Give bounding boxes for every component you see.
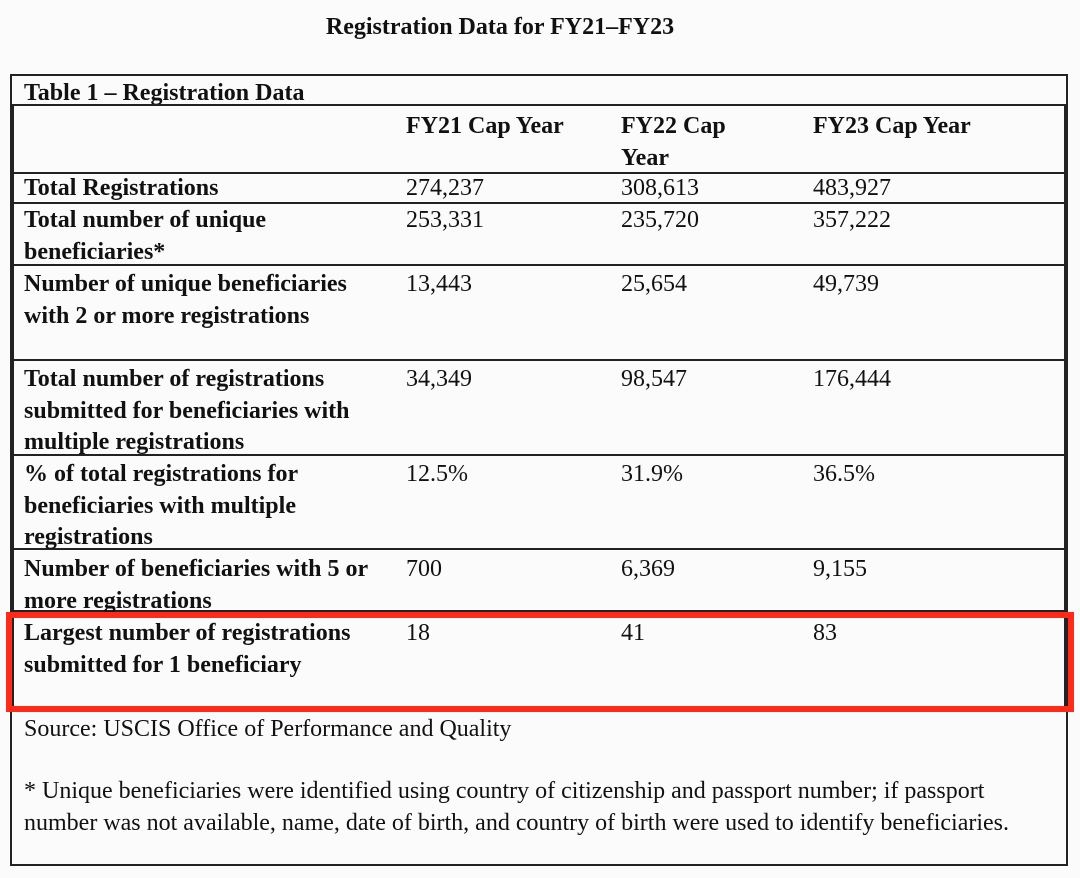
table-cell: 34,349 xyxy=(406,366,472,392)
table-cell: 12.5% xyxy=(406,461,468,487)
table-cell: 13,443 xyxy=(406,271,472,297)
table-cell: 357,222 xyxy=(813,207,891,233)
table-rule xyxy=(12,359,1066,361)
table-cell: 41 xyxy=(621,620,645,646)
table-cell: 83 xyxy=(813,620,837,646)
table-rule xyxy=(12,202,1066,204)
table-cell: 235,720 xyxy=(621,207,699,233)
table-cell: 98,547 xyxy=(621,366,687,392)
table-cell: 253,331 xyxy=(406,207,484,233)
table-rule xyxy=(12,104,1066,106)
table-rule xyxy=(12,548,1066,550)
row-label-beneficiaries-2-or-more: Number of unique beneficiaries with 2 or… xyxy=(24,271,347,329)
table-cell: 36.5% xyxy=(813,461,875,487)
table-cell: 308,613 xyxy=(621,175,699,201)
column-header-fy21: FY21 Cap Year xyxy=(406,113,564,139)
table-cell: 6,369 xyxy=(621,556,675,582)
highlight-box xyxy=(6,612,1074,712)
table-cell: 274,237 xyxy=(406,175,484,201)
column-header-fy22: FY22 Cap Year xyxy=(621,113,726,171)
table-cell: 49,739 xyxy=(813,271,879,297)
table-cell: 31.9% xyxy=(621,461,683,487)
row-label-registrations-multiple: Total number of registrations submitted … xyxy=(24,366,350,455)
table-cell: 700 xyxy=(406,556,442,582)
source-note: Source: USCIS Office of Performance and … xyxy=(24,716,512,742)
table-rule xyxy=(12,172,1066,174)
table-rule xyxy=(12,106,14,712)
table-cell: 25,654 xyxy=(621,271,687,297)
row-label-largest-number: Largest number of registrations submitte… xyxy=(24,620,351,678)
table-cell: 18 xyxy=(406,620,430,646)
footnote: * Unique beneficiaries were identified u… xyxy=(24,778,1009,836)
registration-data-table: Table 1 – Registration Data FY21 Cap Yea… xyxy=(10,74,1068,866)
table-cell: 483,927 xyxy=(813,175,891,201)
row-label-percent-multiple: % of total registrations for beneficiari… xyxy=(24,461,298,550)
table-rule xyxy=(1064,106,1066,712)
table-caption: Table 1 – Registration Data xyxy=(24,80,305,106)
column-header-fy23: FY23 Cap Year xyxy=(813,113,971,139)
table-cell: 9,155 xyxy=(813,556,867,582)
row-label-unique-beneficiaries: Total number of unique beneficiaries* xyxy=(24,207,267,265)
table-rule xyxy=(12,454,1066,456)
page-title: Registration Data for FY21–FY23 xyxy=(325,14,675,40)
table-rule xyxy=(12,264,1066,266)
table-cell: 176,444 xyxy=(813,366,891,392)
table-rule xyxy=(12,610,1066,612)
row-label-total-registrations: Total Registrations xyxy=(24,175,219,201)
row-label-5-or-more: Number of beneficiaries with 5 or more r… xyxy=(24,556,368,614)
